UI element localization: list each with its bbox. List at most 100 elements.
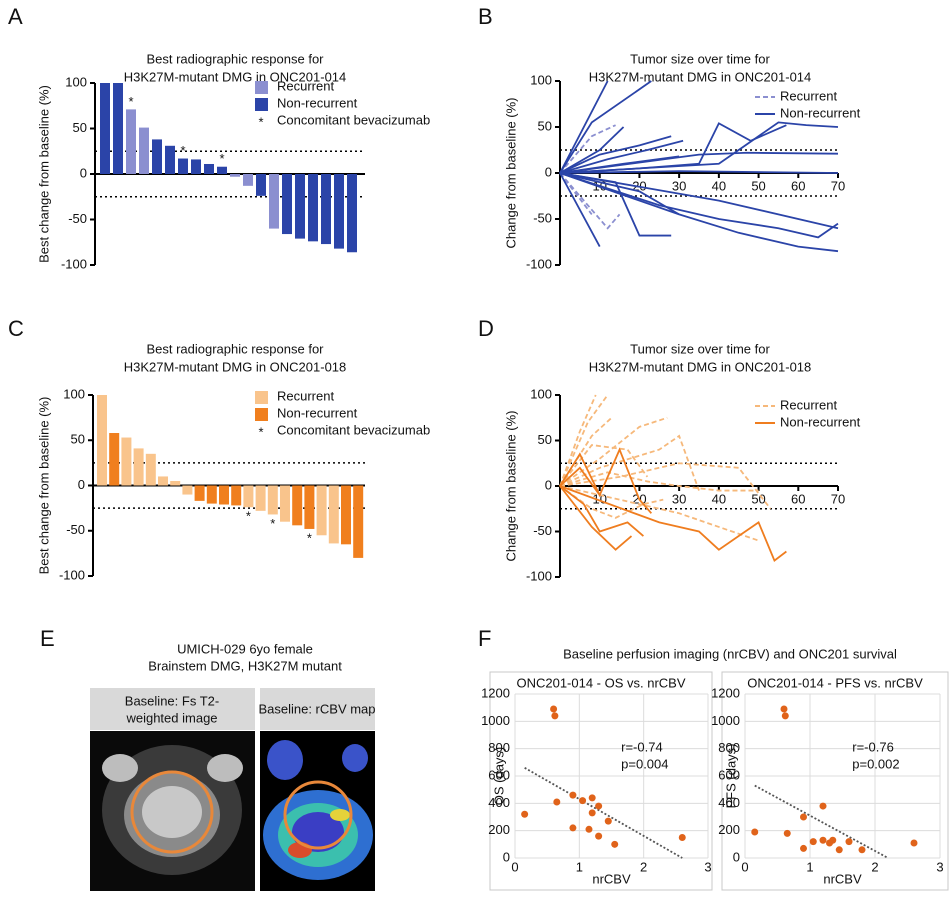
image-label: Baseline: rCBV map: [258, 701, 375, 716]
y-axis-label: Best change from baseline (%): [36, 85, 51, 263]
image-title: UMICH-029 6yo female: [177, 641, 313, 656]
legend-swatch: [255, 391, 268, 404]
bar: [152, 139, 162, 174]
marker-symbol: *: [219, 151, 224, 166]
y-axis-label: PFS (days): [723, 743, 738, 808]
y-tick-label: -50: [68, 211, 87, 226]
legend-label: Recurrent: [780, 88, 837, 103]
y-tick-label: 600: [488, 767, 510, 782]
bar: [219, 485, 229, 505]
legend-label: Non-recurrent: [277, 95, 358, 110]
y-tick-label: 400: [718, 795, 740, 810]
bar: [282, 174, 292, 235]
y-tick-label: 0: [545, 477, 552, 492]
panel-label: A: [8, 4, 23, 29]
annotation: r=-0.74: [621, 739, 663, 754]
bar: [353, 485, 364, 558]
panel-label: C: [8, 316, 24, 341]
legend-label: Non-recurrent: [277, 405, 358, 420]
legend-swatch: [255, 98, 268, 111]
point: [800, 844, 807, 852]
point: [585, 825, 593, 833]
point: [800, 813, 807, 821]
line: [559, 444, 649, 487]
x-axis-label: nrCBV: [592, 871, 631, 886]
y-tick-label: 100: [65, 74, 87, 89]
image-header: [90, 688, 255, 730]
panel-label: E: [40, 626, 55, 651]
line: [559, 139, 684, 174]
line: [559, 471, 759, 492]
bar: [165, 145, 175, 174]
line: [559, 80, 609, 174]
bar: [316, 485, 327, 536]
legend-symbol: *: [258, 114, 263, 129]
line: [559, 121, 839, 174]
annotation: p=0.004: [621, 756, 668, 771]
annotation: p=0.002: [852, 756, 899, 771]
y-tick-label: 0: [545, 164, 552, 179]
y-tick-label: 100: [530, 386, 552, 401]
legend-swatch: [255, 408, 268, 421]
marker-symbol: *: [246, 509, 251, 524]
image-label: weighted image: [125, 710, 217, 725]
legend-label: Concomitant bevacizumab: [277, 422, 430, 437]
x-axis-label: nrCBV: [823, 871, 862, 886]
x-tick-label: 30: [672, 491, 686, 506]
line: [559, 394, 609, 487]
bar: [139, 127, 149, 174]
point: [819, 802, 827, 810]
bar: [280, 485, 290, 522]
point: [819, 836, 827, 844]
line: [559, 485, 759, 542]
x-tick-label: 50: [751, 491, 765, 506]
x-tick-label: 1: [806, 859, 813, 874]
x-tick-label: 60: [791, 178, 805, 193]
bar: [243, 485, 254, 508]
bar: [295, 174, 305, 239]
marker-symbol: *: [180, 143, 185, 158]
y-tick-label: -100: [61, 256, 87, 271]
line: [559, 172, 839, 230]
point: [553, 798, 561, 806]
line: [559, 485, 644, 537]
chart-title: ONC201-014 - PFS vs. nrCBV: [747, 675, 923, 690]
point: [569, 824, 577, 832]
bar: [97, 395, 107, 486]
plot-frame: [489, 671, 713, 891]
image-label: Baseline: Fs T2-: [125, 693, 219, 708]
x-tick-label: 30: [672, 178, 686, 193]
bar: [292, 485, 303, 526]
line: [559, 170, 839, 174]
panel-title: Baseline perfusion imaging (nrCBV) and O…: [563, 646, 897, 661]
point: [521, 810, 529, 818]
chart-title: H3K27M-mutant DMG in ONC201-014: [124, 69, 347, 84]
image-header: [260, 688, 375, 730]
bar: [217, 166, 227, 174]
line: [559, 172, 601, 248]
bar: [109, 433, 120, 486]
y-tick-label: 1200: [711, 685, 740, 700]
y-tick-label: 50: [538, 432, 552, 447]
point: [595, 832, 603, 840]
line: [559, 80, 652, 174]
panel-label: D: [478, 316, 494, 341]
point: [835, 846, 843, 854]
chart-title: Best radiographic response for: [146, 341, 324, 356]
legend-label: Recurrent: [780, 397, 837, 412]
y-axis-label: Change from baseline (%): [503, 410, 518, 561]
x-tick-label: 0: [741, 859, 748, 874]
bar: [230, 174, 240, 177]
line: [559, 447, 653, 514]
bar: [267, 485, 278, 515]
line: [559, 462, 772, 510]
bar: [255, 485, 266, 511]
x-tick-label: 40: [712, 178, 726, 193]
x-tick-label: 1: [576, 859, 583, 874]
x-tick-label: 50: [751, 178, 765, 193]
point: [678, 834, 686, 841]
line: [559, 485, 787, 563]
x-tick-label: 2: [871, 859, 878, 874]
y-tick-label: 800: [718, 740, 740, 755]
